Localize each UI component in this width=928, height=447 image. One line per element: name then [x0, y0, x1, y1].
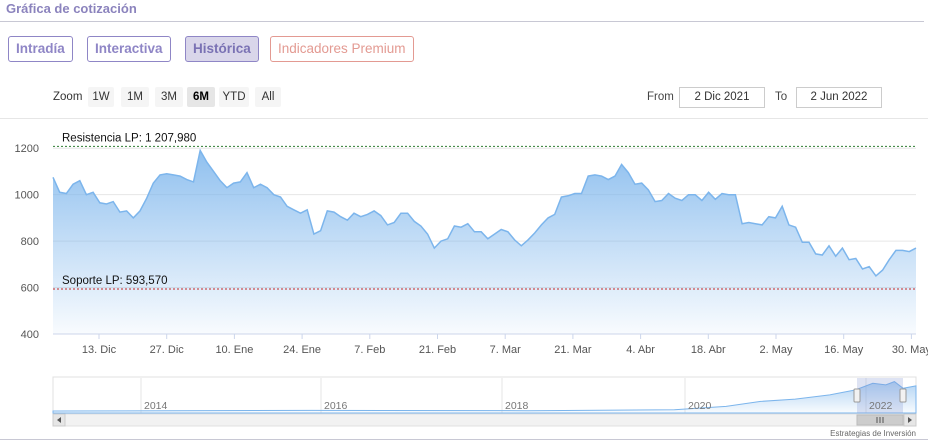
- y-axis: 400 600 800 1000 1200: [15, 143, 39, 341]
- x-tick-label: 2. May: [759, 344, 793, 356]
- navigator-year-label: 2016: [324, 400, 348, 412]
- x-tick-label: 30. May: [892, 344, 928, 356]
- resistance-label: Resistencia LP: 1 207,980: [62, 132, 196, 144]
- zoom-6m-button[interactable]: 6M: [187, 87, 215, 107]
- zoom-all-button[interactable]: All: [255, 87, 281, 107]
- y-tick-label: 800: [21, 236, 39, 248]
- range-to-label: To: [775, 91, 788, 103]
- tab-indicadores-premium[interactable]: Indicadores Premium: [270, 36, 414, 62]
- y-tick-label: 400: [21, 329, 39, 341]
- zoom-ytd-button[interactable]: YTD: [219, 87, 249, 107]
- series-line: [52, 148, 917, 278]
- scrollbar-track[interactable]: [52, 413, 917, 427]
- support-label: Soporte LP: 593,570: [62, 275, 168, 287]
- title-divider: [0, 21, 924, 22]
- x-tick-label: 7. Feb: [354, 344, 385, 356]
- x-tick-label: 10. Ene: [215, 344, 253, 356]
- range-from-label: From: [647, 91, 674, 103]
- series: [52, 148, 917, 334]
- range-from-input[interactable]: 2 Dic 2021: [679, 87, 765, 108]
- navigator-year-label: 2014: [144, 400, 168, 412]
- zoom-3m-button[interactable]: 3M: [155, 87, 183, 107]
- x-tick-label: 13. Dic: [82, 344, 117, 356]
- zoom-label: Zoom: [53, 91, 83, 103]
- tab-intradia[interactable]: Intradía: [8, 36, 73, 62]
- bottom-divider: [0, 439, 928, 440]
- x-tick-label: 21. Mar: [554, 344, 592, 356]
- navigator-year-label: 2022: [869, 400, 893, 412]
- navigator-year-label: 2018: [505, 400, 529, 412]
- x-tick-label: 24. Ene: [283, 344, 321, 356]
- navigator-right-handle[interactable]: [899, 388, 907, 403]
- navigator-left-handle[interactable]: [853, 388, 861, 403]
- range-to-input[interactable]: 2 Jun 2022: [796, 87, 882, 108]
- zoom-1m-button[interactable]: 1M: [121, 87, 149, 107]
- x-tick-label: 4. Abr: [626, 344, 655, 356]
- navigator-year-label: 2020: [688, 400, 712, 412]
- x-axis: 13. Dic 27. Dic 10. Ene 24. Ene 7. Feb 21. Fe…: [53, 333, 928, 356]
- arrow-right-icon: [908, 417, 912, 423]
- arrow-left-icon: [57, 417, 61, 423]
- toolbar-divider: [0, 118, 928, 119]
- series-area: [53, 150, 916, 334]
- x-tick-label: 7. Mar: [490, 344, 522, 356]
- x-tick-label: 18. Abr: [691, 344, 726, 356]
- page-title: Gráfica de cotización: [6, 1, 137, 16]
- navigator-year-labels: 2014 2016 2018 2020 2022: [144, 400, 893, 412]
- y-tick-label: 600: [21, 283, 39, 295]
- zoom-1w-button[interactable]: 1W: [88, 87, 114, 107]
- x-tick-label: 16. May: [824, 344, 864, 356]
- y-tick-label: 1000: [15, 190, 39, 202]
- navigator-selection[interactable]: [857, 378, 903, 413]
- tab-interactiva[interactable]: Interactiva: [87, 36, 171, 62]
- x-tick-label: 27. Dic: [150, 344, 185, 356]
- credit-text: Estrategias de Inversión: [830, 429, 916, 438]
- x-tick-label: 21. Feb: [419, 344, 456, 356]
- tab-historica[interactable]: Histórica: [185, 36, 259, 62]
- grip-icon: [876, 417, 884, 423]
- y-tick-label: 1200: [15, 143, 39, 155]
- navigator[interactable]: 2014 2016 2018 2020 2022: [52, 376, 917, 427]
- annotations: Resistencia LP: 1 207,980 Soporte LP: 593…: [53, 132, 916, 290]
